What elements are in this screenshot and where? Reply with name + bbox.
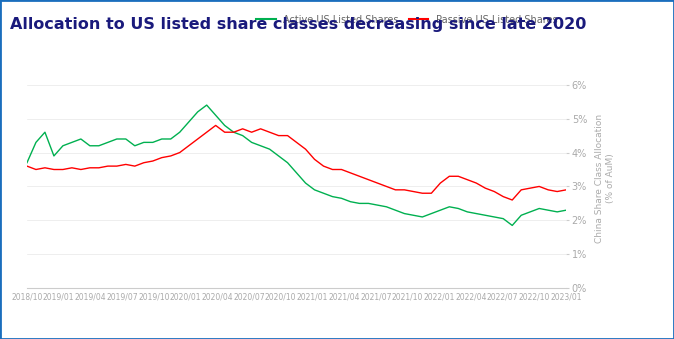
Legend: Active US Listed Shares, Passive US Listed Shares: Active US Listed Shares, Passive US List… <box>252 11 561 29</box>
Y-axis label: China Share Class Allocation
(% of AuM): China Share Class Allocation (% of AuM) <box>595 114 615 242</box>
Text: Allocation to US listed share classes decreasing since late 2020: Allocation to US listed share classes de… <box>10 17 586 32</box>
